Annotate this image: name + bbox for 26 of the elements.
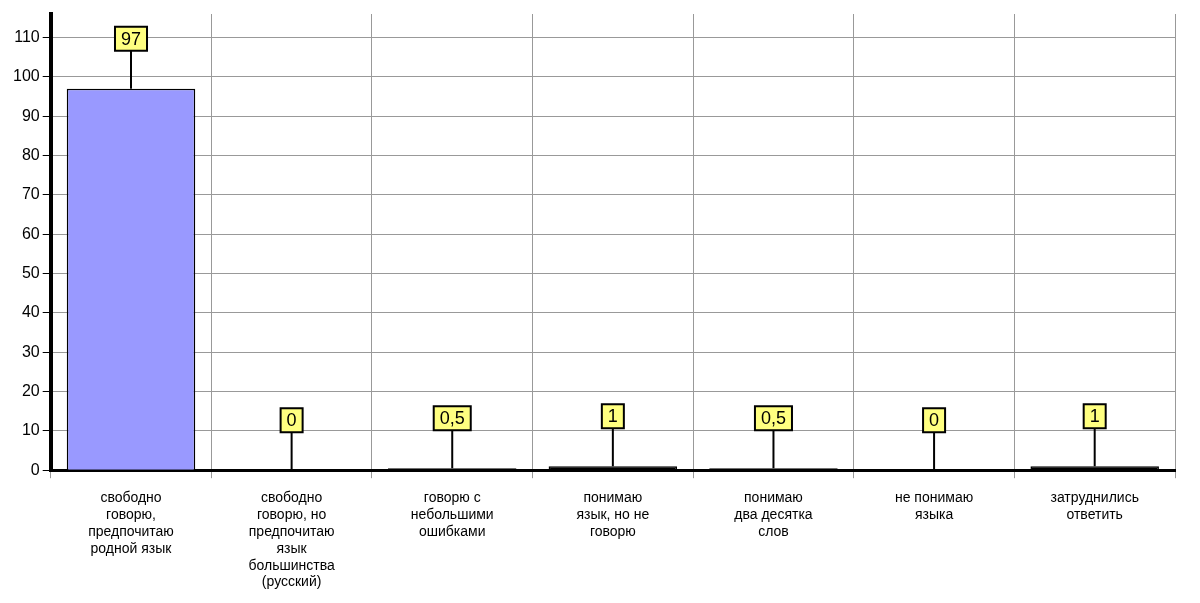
x-tick-label: свободно говорю, предпочитаю родной язык xyxy=(88,489,174,556)
y-tick-label: 10 xyxy=(21,421,40,439)
x-tick-label: понимаю язык, но не говорю xyxy=(576,489,650,540)
y-tick-label: 60 xyxy=(21,224,40,242)
y-tick-label: 40 xyxy=(21,303,40,321)
x-tick-label: свободно говорю, но предпочитаю язык большинства (русский) xyxy=(248,489,335,590)
x-tick-label: говорю с небольшими ошибками xyxy=(410,489,494,540)
data-label: 1 xyxy=(1089,406,1100,427)
y-tick-label: 30 xyxy=(21,342,40,360)
y-tick-label: 70 xyxy=(21,185,40,203)
y-tick-label: 90 xyxy=(21,106,40,124)
data-label: 97 xyxy=(120,28,142,49)
data-label: 0,5 xyxy=(439,408,465,429)
y-tick-label: 110 xyxy=(14,28,40,45)
y-tick-label: 80 xyxy=(21,145,40,163)
data-label: 1 xyxy=(607,406,618,427)
data-label: 0 xyxy=(929,410,940,431)
y-tick-label: 50 xyxy=(21,263,40,281)
x-tick-label: затруднились ответить xyxy=(1050,489,1139,523)
x-tick-label: не понимаю языка xyxy=(894,489,974,523)
data-label: 0 xyxy=(286,410,297,431)
data-label: 0,5 xyxy=(760,408,786,429)
y-tick-label: 100 xyxy=(12,67,40,85)
y-tick-label: 0 xyxy=(30,460,40,478)
x-tick-label: понимаю два десятка слов xyxy=(734,489,813,540)
y-tick-label: 20 xyxy=(21,381,40,399)
